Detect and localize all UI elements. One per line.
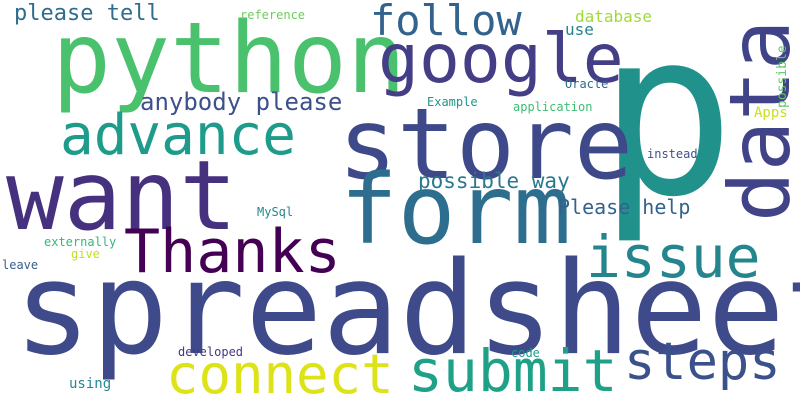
word-use: use: [565, 20, 594, 39]
word-externally: externally: [44, 235, 117, 249]
word-leave: leave: [2, 258, 39, 272]
word-please-help: Please help: [558, 195, 691, 219]
word-advance: advance: [60, 103, 297, 168]
word-give: give: [71, 247, 100, 261]
word-spreadsheet: spreadsheet: [14, 235, 800, 384]
word-form: form: [340, 154, 572, 266]
word-connect: connect: [166, 343, 394, 400]
word-follow: follow: [370, 0, 522, 45]
word-submit: submit: [408, 337, 618, 400]
word-developed: developed: [178, 345, 244, 359]
word-google: google: [378, 20, 624, 99]
word-using: using: [69, 376, 112, 392]
word-possible-way: possible way: [418, 169, 570, 193]
word-python: python: [52, 2, 407, 116]
word-anybody-please: anybody please: [140, 88, 343, 116]
word-steps: steps: [624, 332, 781, 392]
word-store: store: [338, 88, 634, 202]
word-oracle: Oracle: [565, 77, 609, 91]
word-want: want: [6, 140, 238, 252]
word-mysql: MySql: [257, 205, 294, 219]
word-p: p: [598, 0, 736, 247]
word-instead: instead: [647, 147, 698, 161]
word-application: application: [513, 100, 593, 114]
word-thanks: Thanks: [124, 217, 341, 287]
word-please-tell: please tell: [14, 1, 160, 26]
word-example: Example: [427, 95, 478, 109]
word-apps: Apps: [754, 105, 788, 121]
word-possible: possible: [775, 45, 790, 108]
word-code: code: [511, 346, 540, 360]
word-reference: reference: [240, 8, 306, 22]
word-issue: issue: [586, 223, 761, 291]
word-database: database: [575, 7, 653, 26]
